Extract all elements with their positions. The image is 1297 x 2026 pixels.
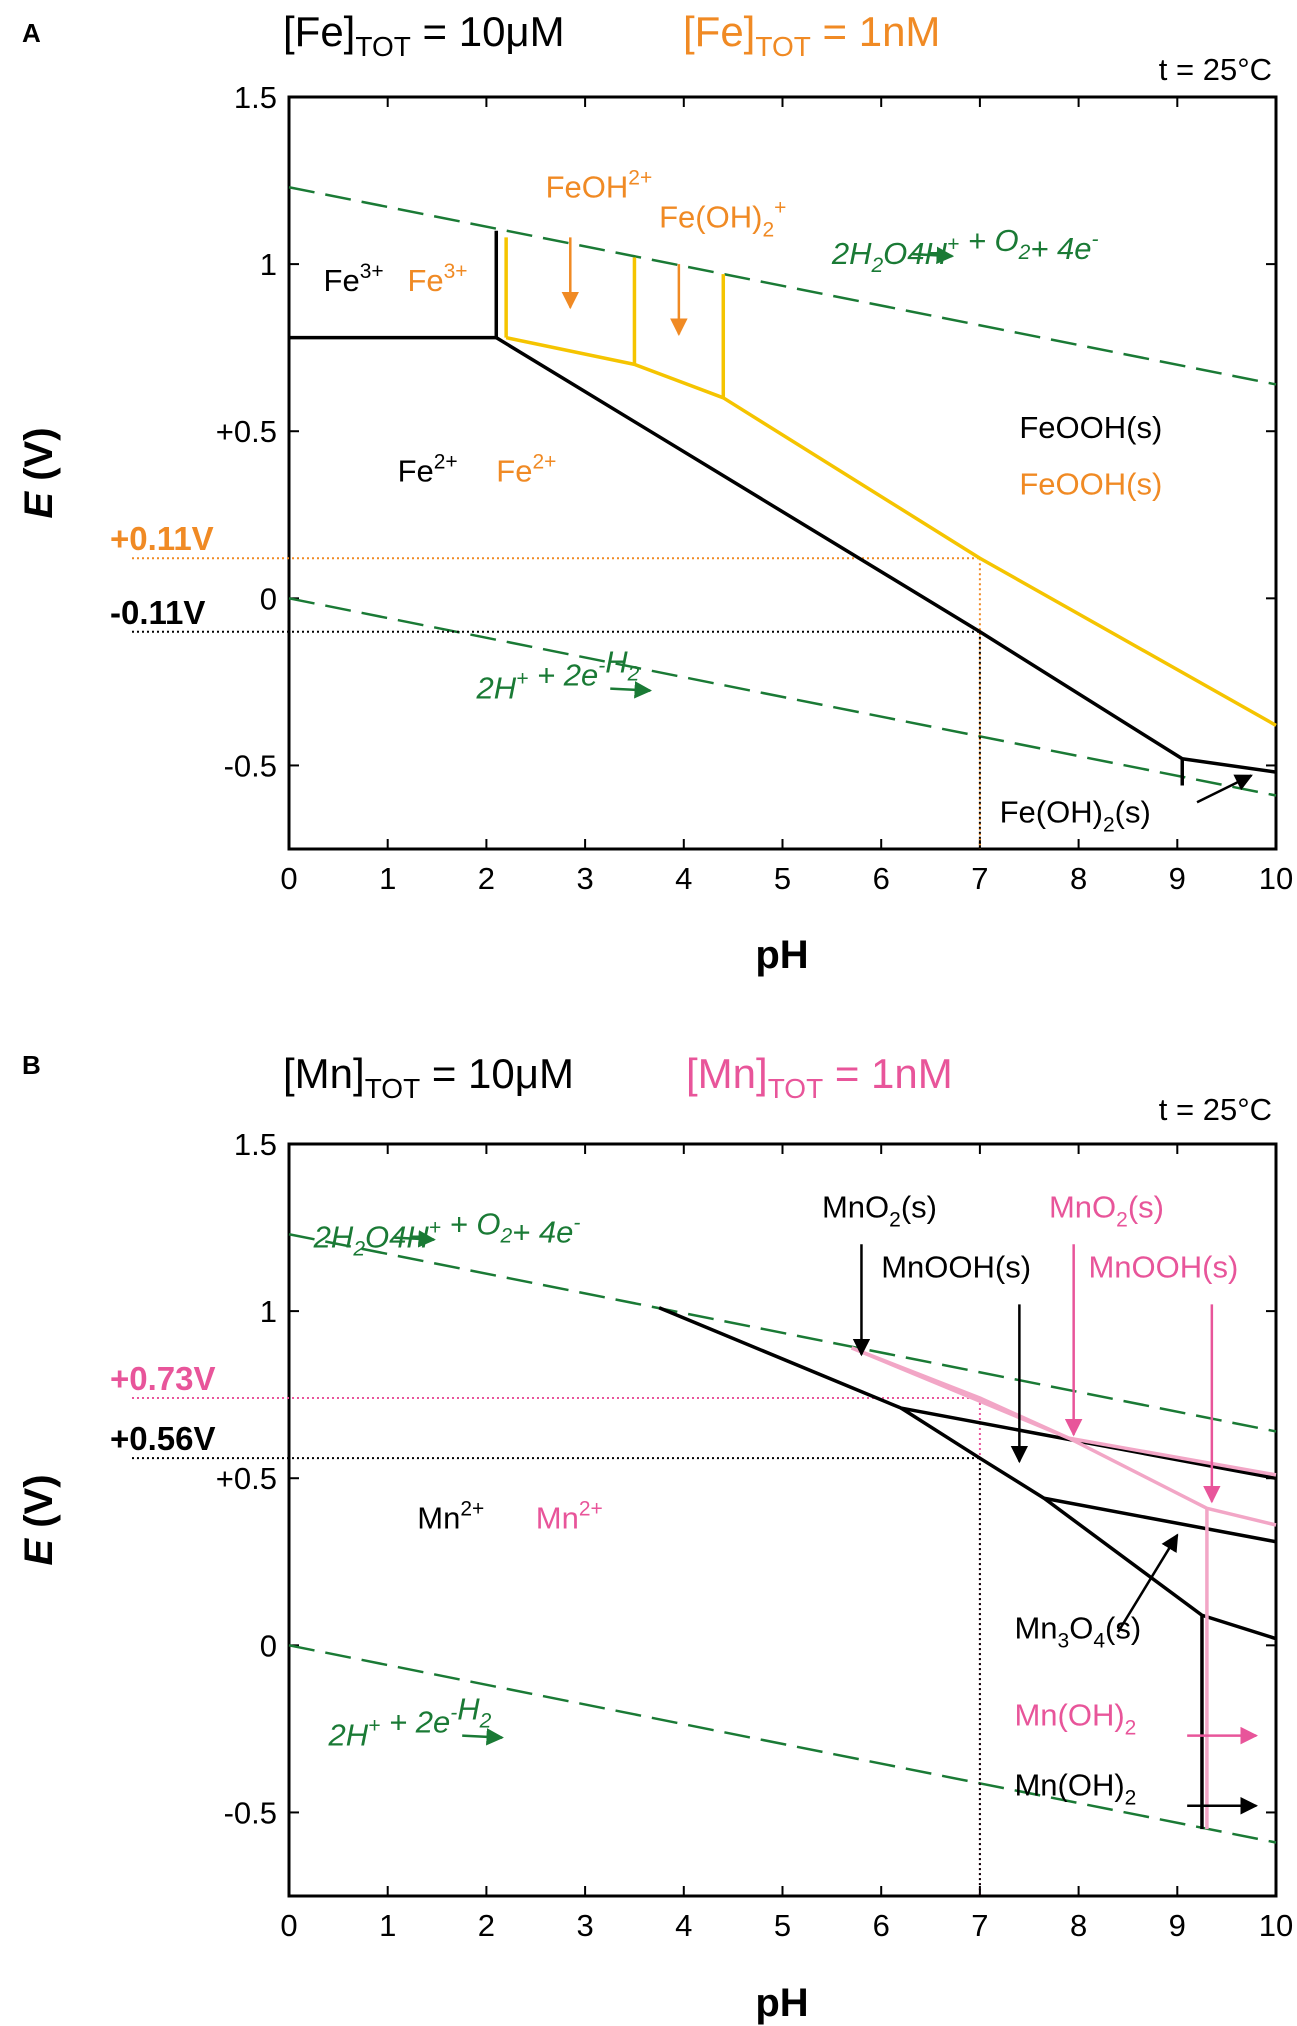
y-tick-label: 1.5 xyxy=(234,80,277,115)
ref-line-label: +0.73V xyxy=(110,1360,216,1397)
series-boundary xyxy=(1043,1496,1277,1544)
temperature-b: t = 25°C xyxy=(1159,1092,1272,1127)
water-reaction-label: 2H+ + 2e-H2 xyxy=(327,1692,491,1753)
x-tick-label: 5 xyxy=(774,861,791,896)
species-label: FeOH2+ xyxy=(546,166,653,204)
water-lower-line xyxy=(288,1644,1277,1844)
x-tick-label: 0 xyxy=(280,861,297,896)
x-tick-label: 0 xyxy=(280,1908,297,1943)
x-tick-label: 5 xyxy=(774,1908,791,1943)
annotation-arrow xyxy=(1196,774,1253,804)
species-label: FeOOH(s) xyxy=(1019,410,1162,445)
ref-line-label: +0.11V xyxy=(110,520,214,557)
water-reaction-label: 2H2O4H+ + O2+ 4e- xyxy=(831,223,1099,277)
reaction-arrow xyxy=(394,1230,436,1248)
species-label: Fe2+ xyxy=(496,450,556,488)
annotation-arrow xyxy=(1117,1533,1179,1633)
panel-letter-b: B xyxy=(22,1050,41,1080)
title-black-a: [Fe]TOT = 10μM xyxy=(283,8,565,62)
panel-a: A [Fe]TOT = 10μM [Fe]TOT = 1nM t = 25°C … xyxy=(17,8,1293,977)
water-reaction-label: 2H2O4H+ + O2+ 4e- xyxy=(313,1207,581,1261)
x-tick-label: 1 xyxy=(379,1908,396,1943)
panel-letter-a: A xyxy=(22,18,41,48)
ref-line-label: -0.11V xyxy=(110,594,205,631)
species-label: Mn(OH)2 xyxy=(1014,1698,1136,1740)
x-tick-label: 7 xyxy=(971,1908,988,1943)
x-tick-label: 3 xyxy=(576,1908,593,1943)
x-axis-label-a: pH xyxy=(755,933,808,977)
x-tick-label: 9 xyxy=(1169,861,1186,896)
title-low-a: [Fe]TOT = 1nM xyxy=(683,8,940,62)
x-tick-label: 10 xyxy=(1259,861,1293,896)
x-tick-label: 6 xyxy=(873,1908,890,1943)
series-boundary xyxy=(495,336,1277,774)
x-tick-label: 2 xyxy=(478,1908,495,1943)
temperature-a: t = 25°C xyxy=(1159,52,1272,87)
species-label: Fe3+ xyxy=(407,260,467,298)
series-boundary xyxy=(850,1346,1277,1527)
y-tick-label: +0.5 xyxy=(216,1461,277,1496)
species-label: Fe3+ xyxy=(324,260,384,298)
x-axis-label-b: pH xyxy=(755,1981,808,2025)
x-tick-label: 2 xyxy=(478,861,495,896)
species-label: MnO2(s) xyxy=(1049,1190,1164,1232)
water-lower-line xyxy=(288,597,1277,797)
species-label: Mn2+ xyxy=(417,1497,484,1535)
x-tick-label: 7 xyxy=(971,861,988,896)
x-tick-label: 4 xyxy=(675,861,692,896)
species-label: Mn3O4(s) xyxy=(1014,1611,1141,1653)
panel-b: B [Mn]TOT = 10μM [Mn]TOT = 1nM t = 25°C … xyxy=(17,1050,1293,2025)
water-upper-line xyxy=(288,1233,1277,1433)
reaction-arrow xyxy=(912,246,955,265)
y-tick-label: +0.5 xyxy=(216,414,277,449)
y-tick-label: 0 xyxy=(260,1628,277,1663)
species-label: Fe2+ xyxy=(398,450,458,488)
x-tick-label: 3 xyxy=(576,861,593,896)
species-label: Fe(OH)2+ xyxy=(659,196,786,241)
species-label: Mn2+ xyxy=(536,1497,603,1535)
x-tick-label: 6 xyxy=(873,861,890,896)
x-tick-label: 8 xyxy=(1070,1908,1087,1943)
water-reaction-label: 2H+ + 2e-H2 xyxy=(476,645,640,706)
y-tick-label: 1.5 xyxy=(234,1127,277,1162)
y-axis-label-b: E (V) xyxy=(17,1474,61,1565)
y-axis-label-a: E (V) xyxy=(17,427,61,518)
ref-line-label: +0.56V xyxy=(110,1420,216,1457)
reaction-arrow xyxy=(462,1728,504,1746)
x-tick-label: 9 xyxy=(1169,1908,1186,1943)
species-label: MnO2(s) xyxy=(822,1190,937,1232)
species-label: FeOOH(s) xyxy=(1019,467,1162,502)
reaction-arrow xyxy=(610,681,652,699)
x-tick-label: 4 xyxy=(675,1908,692,1943)
y-tick-label: 0 xyxy=(260,581,277,616)
y-tick-label: -0.5 xyxy=(224,1795,277,1830)
x-tick-label: 10 xyxy=(1259,1908,1293,1943)
species-label: MnOOH(s) xyxy=(881,1250,1031,1285)
title-low-b: [Mn]TOT = 1nM xyxy=(686,1050,953,1104)
y-tick-label: -0.5 xyxy=(224,748,277,783)
y-tick-label: 1 xyxy=(260,1294,277,1329)
water-upper-line xyxy=(288,186,1277,386)
x-tick-label: 1 xyxy=(379,861,396,896)
species-label: MnOOH(s) xyxy=(1088,1250,1238,1285)
title-black-b: [Mn]TOT = 10μM xyxy=(283,1050,574,1104)
species-label: Mn(OH)2 xyxy=(1014,1768,1136,1810)
x-tick-label: 8 xyxy=(1070,861,1087,896)
species-label: Fe(OH)2(s) xyxy=(1000,794,1151,836)
y-tick-label: 1 xyxy=(260,247,277,282)
